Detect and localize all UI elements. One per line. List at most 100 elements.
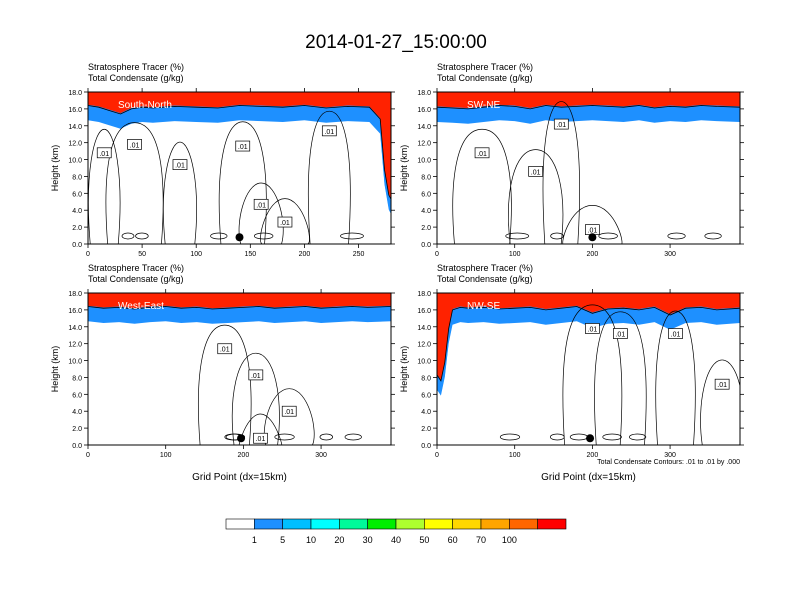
x-tick-label: 0: [86, 251, 90, 258]
colorbar-swatch: [395, 518, 425, 530]
colorbar-swatch: [509, 518, 538, 530]
condensate-contour: [88, 128, 121, 244]
plot-area: .01 .01 .01 .01 .01 .01 .01 South-North: [88, 92, 391, 244]
contour-label-box: [217, 343, 233, 355]
condensate-contour: [308, 110, 351, 244]
contour-label: .01: [588, 326, 598, 333]
y-tick-label: 6.0: [421, 392, 431, 399]
y-tick-label: 4.0: [421, 208, 431, 215]
contour-label: .01: [324, 129, 334, 136]
contour-label: .01: [238, 144, 248, 151]
surface-contour: [121, 232, 135, 240]
contour-label: .01: [477, 151, 487, 158]
surface-contour: [704, 232, 722, 240]
surface-contour: [319, 433, 333, 441]
field-label: Stratosphere Tracer (%): [437, 62, 533, 72]
tracer-band-top: [437, 293, 740, 380]
contour-label-box: [277, 216, 293, 228]
y-tick-label: 2.0: [72, 426, 82, 433]
y-tick-label: 8.0: [72, 174, 82, 181]
y-tick-label: 16.0: [68, 308, 82, 315]
field-label: Total Condensate (g/kg): [88, 274, 184, 284]
panel-label: South-North: [118, 100, 172, 111]
contour-label-box: [248, 369, 264, 381]
condensate-contour: [562, 304, 623, 445]
condensate-contour: [542, 101, 580, 244]
colorbar-swatch: [339, 518, 368, 530]
contour-label: .01: [280, 220, 290, 227]
surface-contour: [667, 232, 686, 240]
y-tick-label: 4.0: [72, 208, 82, 215]
location-marker: [235, 233, 244, 242]
y-tick-label: 6.0: [421, 191, 431, 198]
tracer-band-top: [88, 293, 391, 309]
contour-label-box: [96, 147, 112, 159]
location-marker: [586, 434, 595, 443]
y-tick-label: 14.0: [417, 325, 431, 332]
x-tick-label: 100: [509, 452, 521, 459]
field-label: Total Condensate (g/kg): [437, 274, 533, 284]
contour-label: .01: [717, 382, 727, 389]
y-tick-label: 2.0: [72, 225, 82, 232]
y-tick-label: 18.0: [417, 291, 431, 298]
x-tick-label: 300: [664, 452, 676, 459]
field-label: Total Condensate (g/kg): [437, 73, 533, 83]
y-tick-label: 18.0: [68, 90, 82, 97]
condensate-contour: [231, 352, 280, 445]
x-tick-label: 200: [299, 251, 311, 258]
panel-label: West-East: [118, 301, 164, 312]
contour-label-box: [613, 328, 628, 339]
y-tick-label: 8.0: [421, 375, 431, 382]
condensate-contour: [594, 311, 647, 445]
x-tick-label: 100: [190, 251, 202, 258]
y-tick-label: 4.0: [72, 409, 82, 416]
contour-label: .01: [588, 228, 598, 235]
condensate-contour: [105, 122, 164, 244]
x-tick-label: 100: [160, 452, 172, 459]
contour-label: .01: [175, 163, 185, 170]
condensate-contour: [163, 141, 197, 244]
surface-contour: [274, 433, 295, 441]
y-tick-label: 0.0: [72, 242, 82, 249]
y-axis-label: Height (km): [50, 145, 60, 192]
surface-contour: [505, 232, 530, 240]
contour-label-box: [321, 125, 337, 137]
colorbar-swatch: [480, 518, 510, 530]
colorbar-swatch: [225, 518, 255, 530]
y-tick-label: 16.0: [68, 107, 82, 114]
y-tick-label: 8.0: [421, 174, 431, 181]
colorbar: 1 5 10 20 30 40 50 60 70 100: [225, 518, 567, 545]
y-tick-label: 14.0: [68, 124, 82, 131]
chart-panel-1: .01 .01 .01 .01 SW-NE Stratosphere Tracer (%)…: [399, 62, 744, 258]
plot-area: .01 .01 .01 .01 West-East: [88, 293, 391, 445]
field-label: Total Condensate (g/kg): [88, 73, 184, 83]
tropopause-contour: [437, 105, 740, 110]
x-tick-label: 0: [435, 452, 439, 459]
x-tick-label: 0: [86, 452, 90, 459]
colorbar-label: 10: [306, 535, 316, 545]
contour-label: .01: [256, 202, 266, 209]
surface-contour: [135, 232, 149, 240]
contour-label: .01: [531, 169, 541, 176]
field-label: Stratosphere Tracer (%): [88, 62, 184, 72]
contour-label: .01: [556, 122, 566, 129]
x-tick-label: 200: [238, 452, 250, 459]
y-tick-label: 14.0: [68, 325, 82, 332]
y-tick-label: 12.0: [417, 342, 431, 349]
contour-label-box: [714, 378, 730, 390]
plot-area: .01 .01 .01 .01 SW-NE: [437, 92, 740, 244]
contour-label-box: [474, 147, 490, 159]
surface-contour: [598, 232, 618, 240]
surface-contour: [210, 232, 228, 240]
y-tick-label: 8.0: [72, 375, 82, 382]
colorbar-label: 1: [252, 535, 257, 545]
y-axis-label: Height (km): [399, 145, 409, 192]
y-tick-label: 18.0: [417, 90, 431, 97]
contour-label: .01: [256, 436, 266, 443]
y-tick-label: 12.0: [68, 342, 82, 349]
surface-contour: [550, 232, 564, 240]
y-tick-label: 10.0: [417, 158, 431, 165]
surface-contour: [602, 433, 622, 441]
surface-contour: [253, 232, 274, 240]
